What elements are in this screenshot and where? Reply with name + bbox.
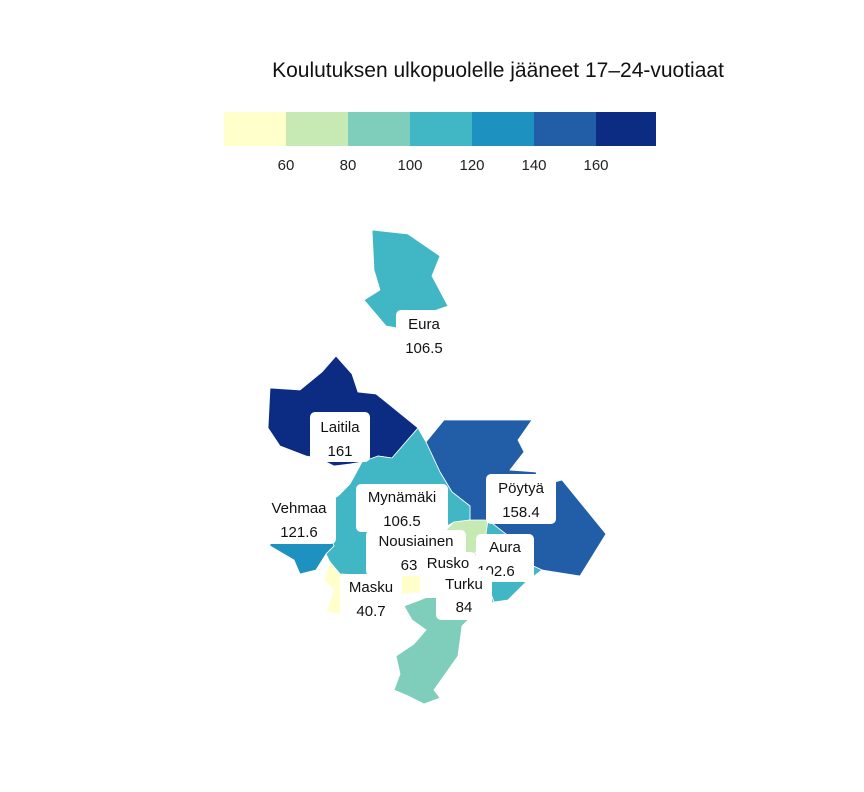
map-title: Koulutuksen ulkopuolelle jääneet 17–24-v… bbox=[272, 59, 724, 82]
legend-tick-label: 100 bbox=[397, 157, 422, 174]
legend-swatch bbox=[596, 112, 656, 146]
label-vehmaa: Vehmaa 121.6 bbox=[262, 494, 336, 544]
legend-tick-label: 80 bbox=[340, 157, 357, 174]
label-mynamaki: Mynämäki 106.5 bbox=[356, 484, 448, 532]
legend-swatch bbox=[348, 112, 410, 146]
legend-tick-label: 140 bbox=[521, 157, 546, 174]
color-legend: 60 80 100 120 140 160 bbox=[224, 112, 656, 174]
legend-swatch bbox=[410, 112, 472, 146]
region-name: Aura bbox=[489, 539, 521, 556]
legend-tick-label: 60 bbox=[278, 157, 295, 174]
region-value: 106.5 bbox=[405, 340, 443, 357]
region-name: Vehmaa bbox=[271, 500, 327, 517]
value-labels: Eura 106.5 Laitila 161 Pöytyä 158.4 Vehm… bbox=[262, 310, 556, 624]
legend-tick-label: 160 bbox=[583, 157, 608, 174]
region-value: 161 bbox=[327, 443, 352, 460]
legend-swatch bbox=[472, 112, 534, 146]
region-name: Mynämäki bbox=[368, 489, 436, 506]
region-name: Nousiainen bbox=[378, 533, 453, 550]
region-value: 84 bbox=[456, 599, 473, 616]
region-value: 40.7 bbox=[356, 603, 385, 620]
region-name: Rusko bbox=[427, 555, 470, 572]
region-value: 106.5 bbox=[383, 513, 421, 530]
label-laitila: Laitila 161 bbox=[310, 412, 370, 462]
label-turku: Turku 84 bbox=[436, 570, 492, 620]
label-eura: Eura 106.5 bbox=[396, 310, 452, 360]
region-name: Eura bbox=[408, 316, 440, 333]
region-name: Pöytyä bbox=[498, 480, 545, 497]
region-name: Laitila bbox=[320, 419, 360, 436]
legend-tick-label: 120 bbox=[459, 157, 484, 174]
region-value: 63 bbox=[401, 557, 418, 574]
region-name: Masku bbox=[349, 579, 393, 596]
label-poytya: Pöytyä 158.4 bbox=[486, 474, 556, 524]
legend-swatch bbox=[224, 112, 286, 146]
region-value: 158.4 bbox=[502, 504, 540, 521]
label-masku: Masku 40.7 bbox=[340, 574, 402, 624]
legend-swatch bbox=[286, 112, 348, 146]
region-name: Turku bbox=[445, 576, 483, 593]
legend-swatch bbox=[534, 112, 596, 146]
label-aura: Aura 102.6 bbox=[476, 534, 534, 582]
region-value: 121.6 bbox=[280, 524, 318, 541]
